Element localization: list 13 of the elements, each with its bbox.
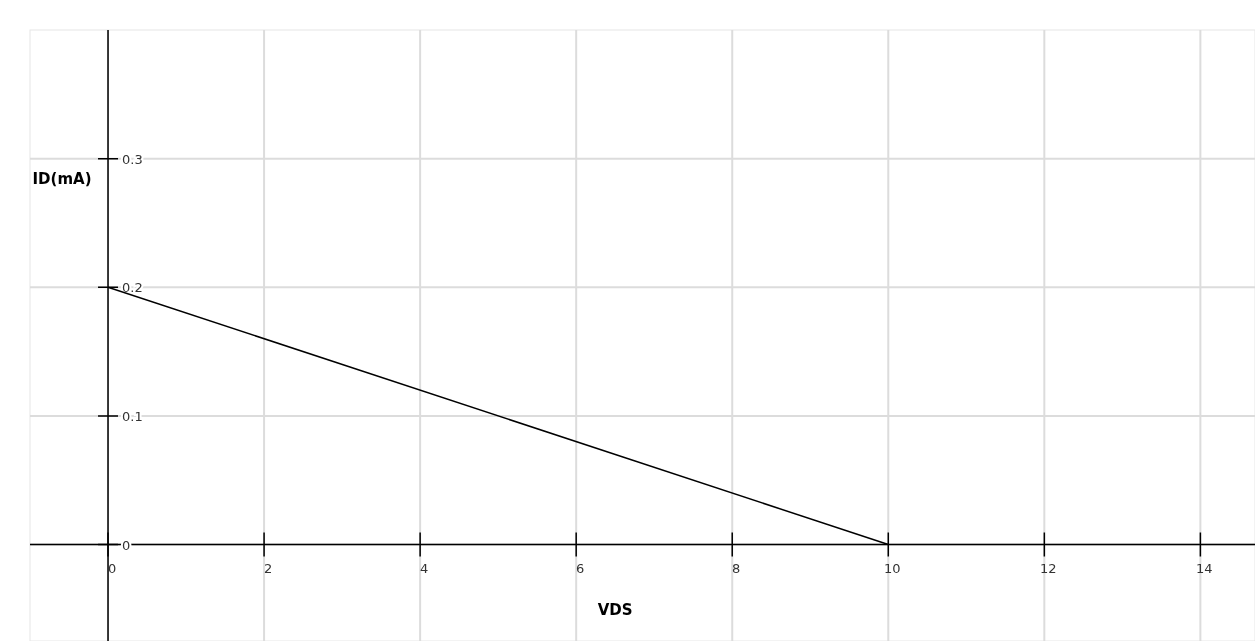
x-tick-label: 2: [263, 560, 273, 576]
y-tick-label: 0.2: [122, 280, 143, 296]
y-tick-label: 0.1: [122, 408, 143, 424]
x-tick-label: 10: [884, 560, 901, 576]
x-axis-title: VDS: [597, 600, 633, 619]
y-tick-label: 0.3: [122, 151, 143, 167]
x-tick-label: 14: [1196, 560, 1213, 576]
y-axis-title: ID(mA): [32, 170, 92, 189]
x-tick-label: 8: [732, 560, 741, 576]
x-tick-label: 0: [107, 560, 117, 576]
x-tick-label: 12: [1040, 560, 1057, 576]
x-tick-label: 4: [419, 560, 429, 576]
x-tick-label: 6: [576, 560, 585, 576]
